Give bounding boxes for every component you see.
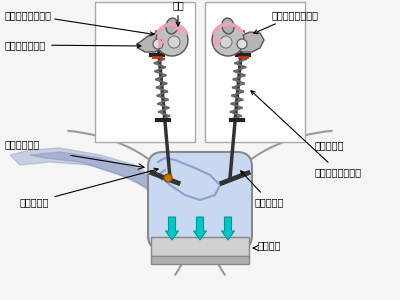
Text: ロッカーアーム: ロッカーアーム [5,40,141,50]
Polygon shape [10,148,155,190]
Text: ここを中心に回る: ここを中心に回る [254,10,319,34]
FancyArrow shape [194,217,206,240]
Bar [151,237,249,256]
Text: インマニから: インマニから [5,139,40,149]
Circle shape [237,39,247,49]
Text: カム: カム [172,0,184,26]
Polygon shape [137,32,168,52]
Bar [205,2,305,142]
Text: ここを中心に回る: ここを中心に回る [5,10,154,36]
Text: ピストン: ピストン [258,240,282,250]
Polygon shape [30,152,150,188]
FancyArrow shape [222,217,234,240]
Circle shape [164,174,172,182]
Text: 排気バルブ: 排気バルブ [241,171,284,207]
Circle shape [153,39,163,49]
Circle shape [212,24,244,56]
Circle shape [156,24,188,56]
Text: バルブスプリング: バルブスプリング [251,91,362,177]
Bar [95,2,195,142]
Circle shape [220,36,232,48]
Circle shape [168,36,180,48]
Polygon shape [231,32,264,52]
FancyBboxPatch shape [148,152,252,250]
Bar [151,256,249,264]
Text: 吸気バルブ: 吸気バルブ [20,168,158,207]
FancyArrow shape [166,217,178,240]
Ellipse shape [166,18,178,34]
Ellipse shape [222,18,234,34]
Text: マフラーへ: マフラーへ [315,140,344,150]
